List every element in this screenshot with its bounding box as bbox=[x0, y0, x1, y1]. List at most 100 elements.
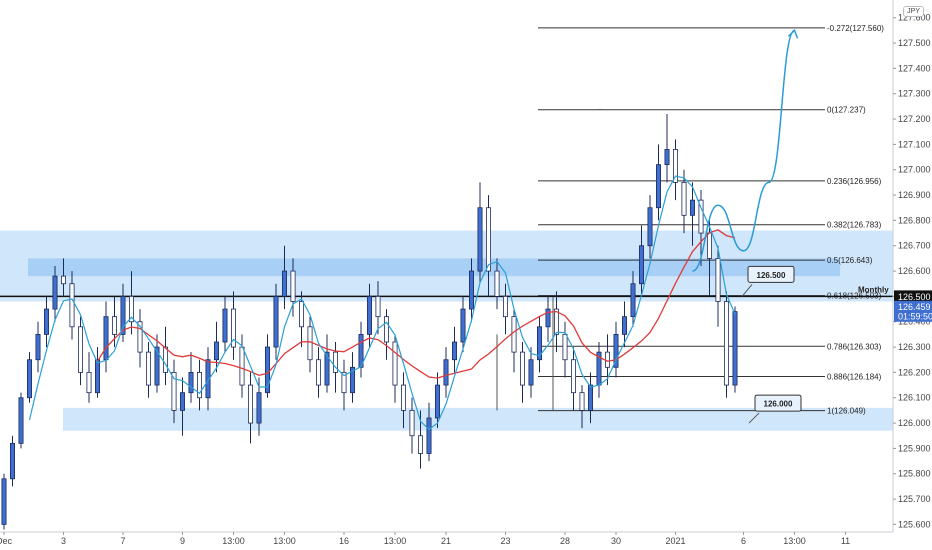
price-tick-label: 127.400 bbox=[898, 63, 931, 73]
candle-body bbox=[315, 359, 321, 386]
callout-label: 126.000 bbox=[764, 400, 793, 409]
zone-resistance-inner bbox=[28, 258, 840, 277]
slow-moving-average bbox=[96, 229, 736, 379]
candle-body bbox=[1, 478, 7, 525]
candle-body bbox=[400, 384, 406, 411]
callout-pointer bbox=[741, 284, 753, 297]
candle-body bbox=[264, 346, 270, 394]
zone-resistance-outer bbox=[0, 230, 893, 302]
time-tick-label: 13:00 bbox=[273, 536, 296, 546]
candle-body bbox=[485, 207, 491, 272]
candle-body bbox=[613, 333, 619, 368]
candle-body bbox=[26, 359, 32, 399]
candle-body bbox=[554, 308, 560, 335]
time-tick-label: 6 bbox=[741, 536, 746, 546]
candle-body bbox=[460, 308, 466, 343]
fib-level-label: 0.236(126.956) bbox=[827, 177, 882, 186]
projection-arrow-icon bbox=[787, 29, 799, 39]
candle-body bbox=[605, 351, 611, 368]
candle-body bbox=[647, 207, 653, 247]
last-price-label: 126.500 bbox=[898, 292, 931, 302]
candle-body bbox=[196, 371, 202, 399]
fib-level-label: 0.786(126.303) bbox=[827, 342, 882, 351]
fib-level-label: 0.382(126.783) bbox=[827, 221, 882, 230]
candle-body bbox=[724, 301, 730, 386]
candle-body bbox=[332, 351, 338, 373]
candle-body bbox=[145, 351, 151, 386]
candle-body bbox=[690, 199, 696, 216]
time-tick-label: 21 bbox=[441, 536, 451, 546]
callout-box bbox=[754, 394, 802, 412]
time-tick-label: 30 bbox=[611, 536, 621, 546]
candle-body bbox=[502, 295, 508, 318]
candle-body bbox=[69, 283, 75, 328]
candle-body bbox=[281, 270, 287, 297]
price-tick-label: 126.000 bbox=[898, 418, 931, 428]
candle-body bbox=[273, 295, 279, 348]
callout-label: 126.500 bbox=[757, 271, 786, 280]
candle-body bbox=[622, 316, 628, 335]
candle-body bbox=[366, 295, 372, 335]
fib-level-label: 1(126.049) bbox=[827, 407, 866, 416]
current-price-label: 126.459 bbox=[898, 302, 931, 312]
price-tick-label: 127.100 bbox=[898, 139, 931, 149]
time-tick-label: 13:00 bbox=[783, 536, 806, 546]
zone-support bbox=[63, 407, 893, 431]
candle-body bbox=[579, 392, 585, 411]
candle-body bbox=[698, 199, 704, 234]
callout-pointer bbox=[748, 412, 760, 424]
candle-body bbox=[154, 346, 160, 386]
time-tick-label: 16 bbox=[339, 536, 349, 546]
candle-body bbox=[673, 149, 679, 183]
projection-curve bbox=[692, 29, 796, 272]
candle-body bbox=[664, 149, 670, 166]
candle-body bbox=[256, 392, 262, 424]
fib-level-label: 0(127.237) bbox=[827, 106, 866, 115]
candle-body bbox=[545, 308, 551, 328]
candle-body bbox=[383, 316, 389, 343]
fast-moving-average bbox=[28, 175, 736, 431]
candle-body bbox=[230, 308, 236, 348]
monthly-level-label: Monthly bbox=[858, 285, 889, 294]
candle-body bbox=[681, 181, 687, 216]
price-tick-label: 126.100 bbox=[898, 393, 931, 403]
candle-body bbox=[171, 371, 177, 411]
candle-body bbox=[307, 326, 313, 361]
candle-body bbox=[375, 295, 381, 318]
price-tick-label: 126.600 bbox=[898, 266, 931, 276]
price-tick-label: 125.800 bbox=[898, 469, 931, 479]
fib-level-label: -0.272(127.560) bbox=[827, 24, 884, 33]
price-tick-label: 125.600 bbox=[898, 519, 931, 529]
candle-body bbox=[511, 316, 517, 353]
candle-body bbox=[9, 442, 15, 480]
time-tick-label: 9 bbox=[180, 536, 185, 546]
price-tick-label: 127.200 bbox=[898, 114, 931, 124]
candle-body bbox=[179, 392, 185, 411]
currency-badge[interactable]: JPY bbox=[903, 6, 924, 17]
price-tick-label: 126.800 bbox=[898, 215, 931, 225]
current-price-tag bbox=[894, 300, 932, 322]
candle-body bbox=[477, 207, 483, 272]
candle-body bbox=[417, 435, 423, 454]
candle-body bbox=[61, 275, 67, 285]
fib-level-label: 0.886(126.184) bbox=[827, 372, 882, 381]
time-tick-label: 3 bbox=[61, 536, 66, 546]
candle-body bbox=[451, 341, 457, 361]
price-tick-label: 127.500 bbox=[898, 38, 931, 48]
candle-body bbox=[290, 270, 296, 302]
time-tick-label: 23 bbox=[500, 536, 510, 546]
candle-body bbox=[103, 316, 109, 361]
candle-body bbox=[392, 341, 398, 386]
candle-body bbox=[443, 359, 449, 386]
candle-body bbox=[188, 371, 194, 394]
candle-body bbox=[239, 346, 245, 386]
candle-body bbox=[715, 257, 721, 302]
candle-body bbox=[205, 359, 211, 399]
candle-body bbox=[494, 270, 500, 297]
candle-body bbox=[656, 164, 662, 209]
candle-body bbox=[222, 308, 228, 343]
candle-body bbox=[162, 346, 168, 373]
candle-body bbox=[349, 366, 355, 394]
